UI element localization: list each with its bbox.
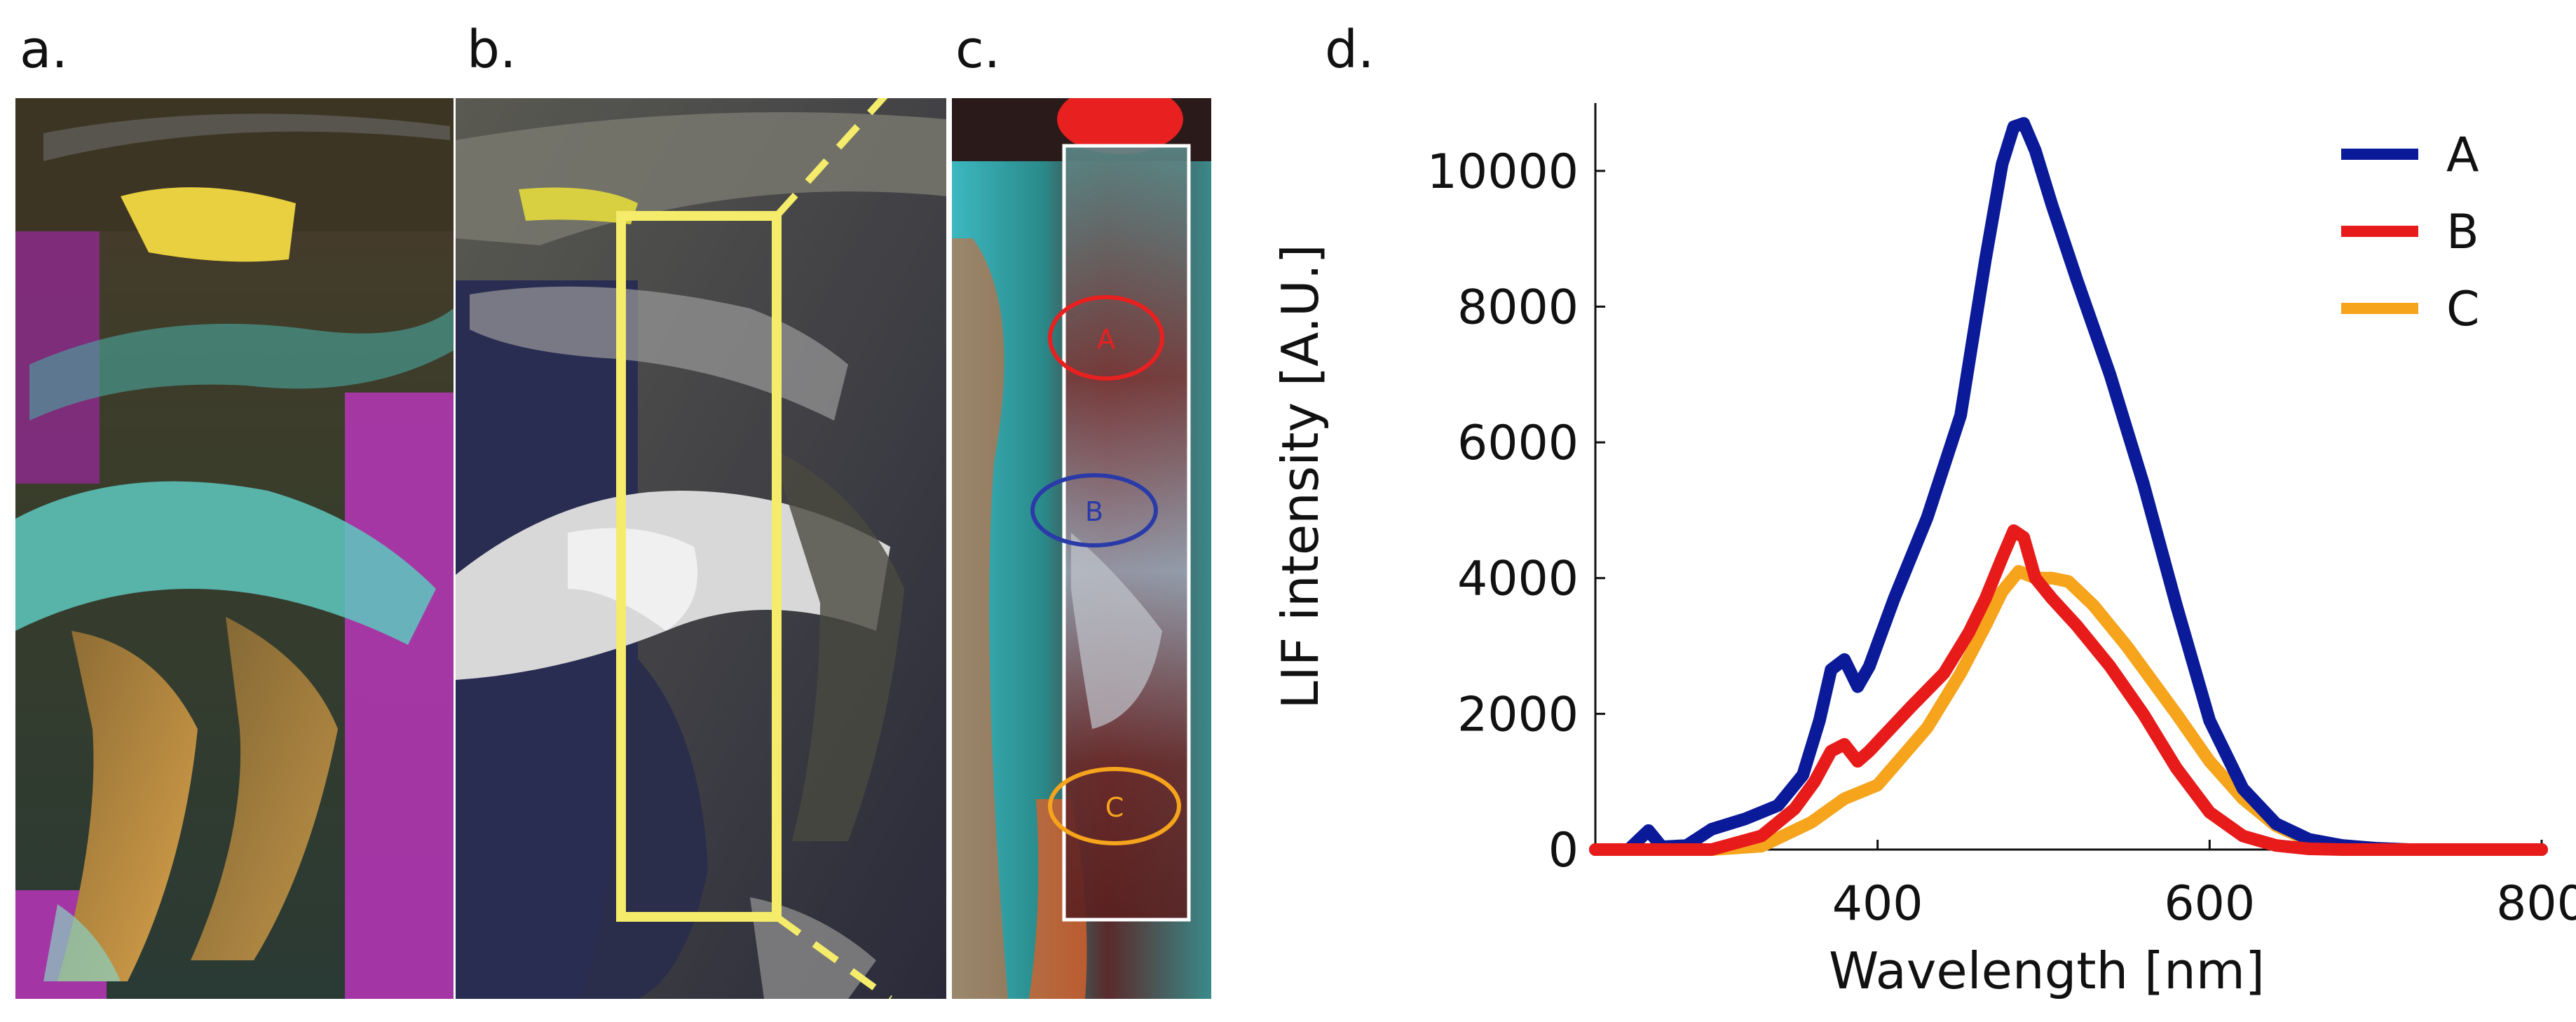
spectra-chart: 0 2000 4000 6000 8000 10000 400 600 800 Wavelen… [1271,103,2576,1000]
panel-label-c: c. [955,20,1001,80]
roi-c-label: C [1105,792,1124,823]
y-tick-label: 10000 [1427,144,1579,200]
x-ticks: 400 600 800 [1832,840,2576,932]
panel-b-roi-box [616,211,782,922]
panel-b-zoom-line-bottom [775,913,892,999]
roi-a-ellipse [1048,295,1164,381]
panel-label-a: a. [20,20,68,80]
panel-a-image [15,98,454,999]
x-tick-label: 400 [1832,876,1923,932]
panel-c-artwork: A B C [952,98,1211,999]
panel-c-region-box [1062,144,1191,922]
y-tick-label: 8000 [1457,280,1579,335]
panel-b-image [456,98,946,999]
panel-a-artwork [15,98,454,999]
panel-label-d: d. [1325,20,1375,80]
legend-label-a: A [2446,128,2479,183]
y-tick-label: 0 [1548,823,1579,878]
roi-b-label: B [1085,496,1103,527]
y-tick-label: 4000 [1457,552,1579,607]
y-axis-label: LIF intensity [A.U.] [1271,244,1330,709]
series-group [1589,117,2548,856]
series-line-b [1589,524,2548,856]
panel-label-b: b. [467,20,517,80]
panel-c-image: A B C [952,98,1211,999]
x-axis-label: Wavelength [nm] [1829,941,2265,1000]
legend-label-b: B [2446,205,2479,260]
roi-c-ellipse [1048,767,1181,845]
roi-b-ellipse [1030,473,1158,547]
legend: ABC [2341,128,2479,337]
x-tick-label: 600 [2164,876,2255,932]
y-tick-label: 6000 [1457,416,1579,471]
series-line-a [1589,117,2548,856]
x-tick-label: 800 [2496,876,2576,932]
roi-a-label: A [1097,324,1115,355]
legend-label-c: C [2446,282,2479,337]
y-ticks: 0 2000 4000 6000 8000 10000 [1427,144,1605,878]
y-tick-label: 2000 [1457,687,1579,742]
panel-b-artwork [456,98,946,999]
